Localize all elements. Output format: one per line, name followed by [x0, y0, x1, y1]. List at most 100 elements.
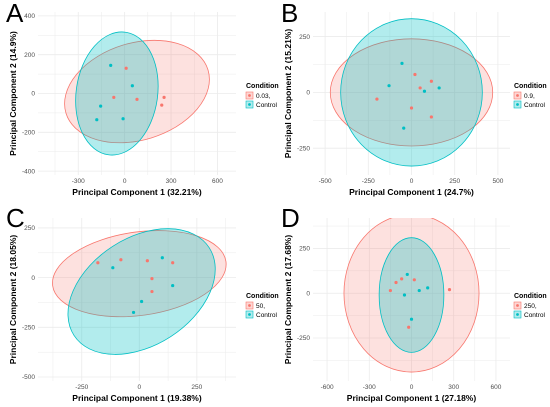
x-tick-label: 250 — [449, 178, 460, 185]
control-point — [426, 286, 430, 290]
control-point — [402, 126, 406, 130]
legend: Condition 0.03, Control — [245, 83, 279, 109]
legend-label-control: Control — [256, 312, 278, 319]
legend-title: Condition — [514, 293, 547, 300]
treatment-ellipse — [343, 218, 480, 373]
grid — [313, 218, 510, 381]
points — [96, 256, 175, 315]
ellipses — [343, 218, 480, 373]
treatment-point — [418, 86, 422, 90]
ellipses — [329, 18, 494, 167]
legend-dot-control — [516, 103, 519, 106]
legend-title: Condition — [514, 83, 547, 90]
legend: Condition 50, Control — [245, 293, 279, 319]
x-tick-label: 300 — [166, 178, 177, 185]
control-point — [131, 310, 136, 315]
y-tick-label: -500 — [22, 374, 35, 381]
treatment-point — [400, 277, 404, 281]
x-tick-label: 0 — [410, 384, 414, 391]
legend-label-control: Control — [524, 102, 546, 109]
x-tick-label: -250 — [75, 384, 88, 391]
points — [95, 63, 166, 122]
y-tick-label: -250 — [22, 325, 35, 332]
control-point — [109, 63, 113, 67]
control-point — [171, 283, 175, 288]
control-point — [417, 288, 421, 293]
x-tick-label: 600 — [212, 178, 223, 185]
x-tick-label: 500 — [492, 178, 503, 185]
legend-dot-treatment — [248, 94, 251, 97]
grid — [38, 12, 236, 175]
panel-b: -500 -250 0 250 500 -250 0 250 Principal Compone… — [283, 12, 547, 197]
control-point — [405, 272, 409, 277]
treatment-point — [162, 95, 166, 99]
y-tick-label: 400 — [24, 13, 35, 20]
ellipses — [64, 31, 210, 156]
control-point — [160, 256, 164, 260]
y-tick-label: -250 — [297, 335, 310, 342]
control-point — [422, 89, 427, 93]
x-tick-label: -500 — [319, 178, 332, 185]
x-axis-title: Principal Component 1 (32.21%) — [72, 187, 202, 197]
y-axis-title: Principal Component 2 (17.68%) — [283, 235, 293, 365]
control-point — [130, 84, 134, 88]
panel-letter-a: A — [6, 0, 24, 28]
treatment-point — [394, 280, 398, 285]
panel-letter-b: B — [281, 0, 299, 28]
treatment-ellipse — [64, 39, 210, 144]
legend-dot-treatment — [516, 94, 519, 97]
treatment-point — [429, 79, 433, 83]
y-axis-title: Principal Component 2 (15.21%) — [283, 29, 293, 159]
x-tick-label: 300 — [448, 384, 459, 391]
x-tick-label: 0 — [137, 384, 141, 391]
legend-dot-control — [248, 103, 251, 106]
points — [388, 272, 452, 329]
x-axis-title: Principal Component 1 (19.38%) — [72, 393, 202, 403]
panel-d: -600 -300 0 300 600 -250 0 250 Principal Compone… — [283, 218, 547, 403]
treatment-point — [412, 278, 416, 282]
treatment-point — [388, 288, 392, 293]
x-tick-label: 0 — [410, 178, 414, 185]
panel-letter-d: D — [281, 203, 300, 233]
legend-label-treatment: 0.03, — [256, 93, 271, 100]
y-tick-label: -200 — [22, 130, 35, 137]
grid — [313, 12, 510, 175]
y-tick-label: 0 — [306, 90, 310, 97]
x-axis-title: Principal Component 1 (27.18%) — [347, 393, 477, 403]
y-tick-label: 250 — [24, 225, 35, 232]
treatment-point — [409, 106, 414, 110]
treatment-point — [145, 259, 149, 263]
y-tick-label: 0 — [306, 290, 310, 297]
x-tick-label: -300 — [363, 384, 376, 391]
panel-letter-c: C — [6, 203, 25, 233]
y-tick-label: -250 — [297, 145, 310, 152]
legend-dot-control — [248, 313, 251, 316]
legend-label-treatment: 0.9, — [524, 93, 535, 100]
x-tick-label: 0 — [123, 178, 127, 185]
x-tick-label: 600 — [490, 384, 501, 391]
control-ellipse — [75, 31, 159, 156]
legend-label-control: Control — [256, 102, 278, 109]
treatment-point — [124, 66, 128, 70]
control-point — [121, 117, 125, 121]
control-point — [409, 317, 414, 321]
x-tick-label: -600 — [321, 384, 334, 391]
control-point — [99, 104, 103, 108]
treatment-point — [171, 261, 175, 265]
y-tick-label: -400 — [22, 168, 35, 175]
y-axis-title: Principal Component 2 (18.05%) — [8, 235, 18, 365]
control-point — [95, 118, 99, 122]
x-tick-label: -300 — [72, 178, 85, 185]
y-tick-label: 200 — [24, 52, 35, 59]
y-axis-title: Principal Component 2 (14.9%) — [8, 31, 18, 156]
y-tick-label: 0 — [31, 91, 35, 98]
legend-title: Condition — [246, 293, 279, 300]
legend-label-control: Control — [524, 312, 546, 319]
treatment-point — [375, 97, 379, 101]
treatment-point — [112, 95, 116, 99]
treatment-ellipse — [52, 230, 227, 318]
control-point — [140, 299, 144, 304]
treatment-point — [447, 288, 452, 292]
y-tick-label: 250 — [299, 34, 310, 41]
